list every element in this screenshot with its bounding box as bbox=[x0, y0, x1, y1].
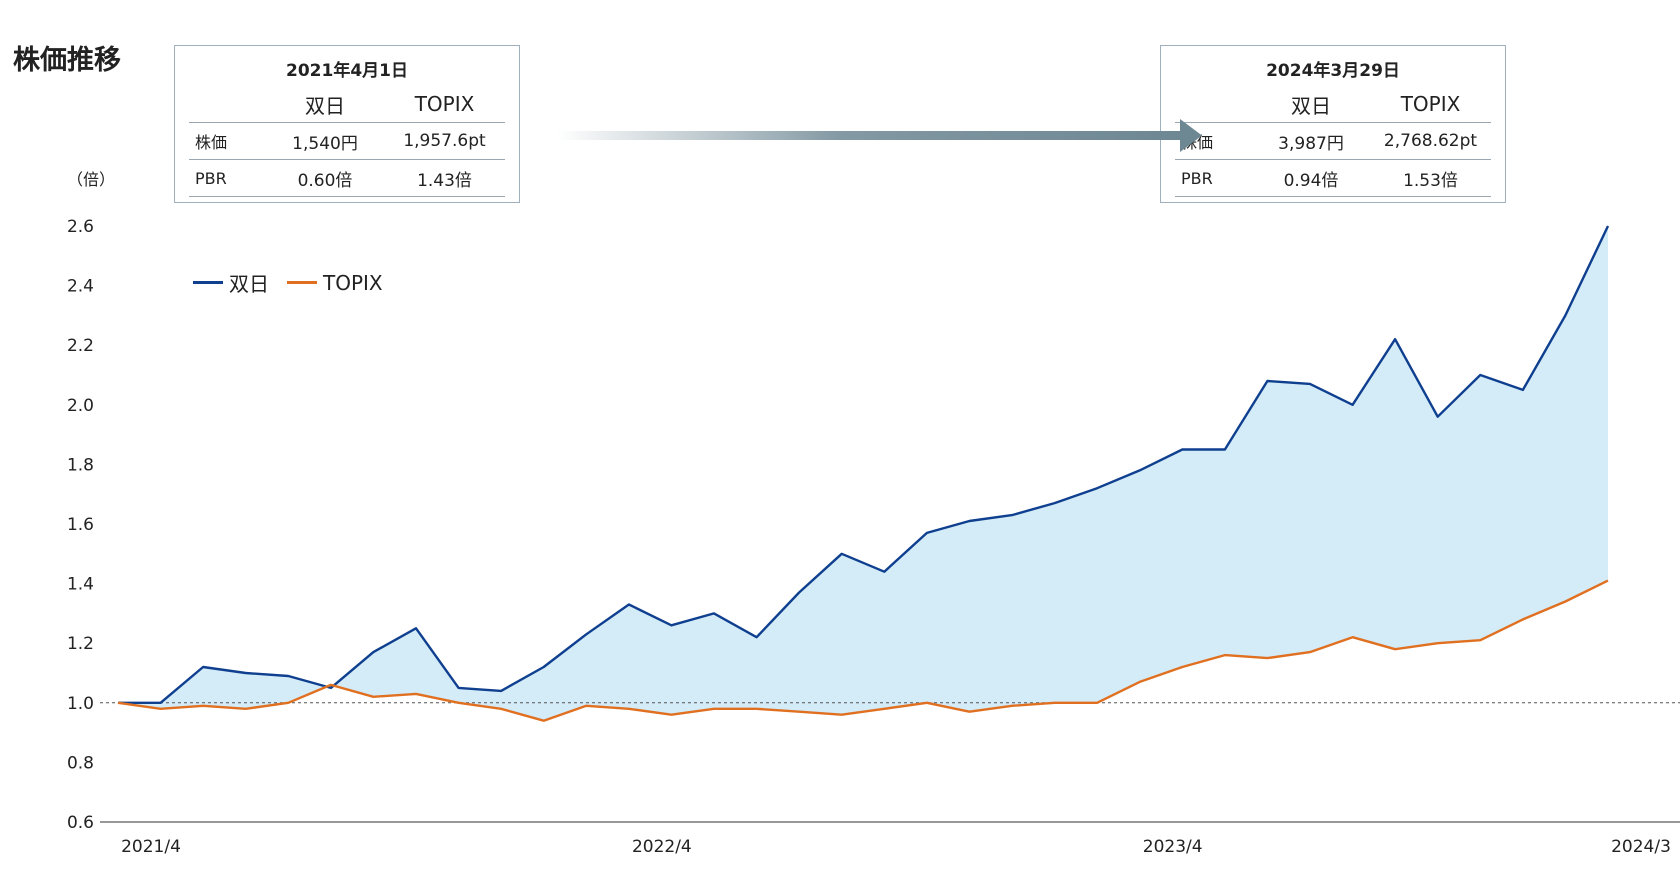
arrow-shaft bbox=[557, 131, 1185, 140]
start-header-sojitz: 双日 bbox=[266, 86, 384, 123]
y-tick-label: 1.4 bbox=[67, 575, 94, 595]
start-row-price: 株価 1,540円 1,957.6pt bbox=[189, 122, 505, 160]
y-tick-label: 2.4 bbox=[67, 277, 94, 297]
start-row-label: PBR bbox=[189, 159, 266, 197]
end-info-table: 双日 TOPIX 株価 3,987円 2,768.62pt PBR 0.94倍 … bbox=[1175, 86, 1491, 197]
start-header-blank bbox=[189, 86, 266, 123]
start-sojitz-price: 1,540円 bbox=[266, 122, 384, 160]
end-sojitz-pbr: 0.94倍 bbox=[1252, 159, 1370, 197]
start-header-topix: TOPIX bbox=[384, 86, 505, 123]
start-topix-price: 1,957.6pt bbox=[384, 122, 505, 160]
x-tick-label: 2022/4 bbox=[632, 837, 692, 857]
gap-area bbox=[118, 226, 1608, 721]
end-topix-pbr: 1.53倍 bbox=[1370, 159, 1491, 197]
end-row-price: 株価 3,987円 2,768.62pt bbox=[1175, 122, 1491, 160]
y-tick-label: 1.6 bbox=[67, 515, 94, 535]
end-header-blank bbox=[1175, 86, 1252, 123]
legend-swatch-topix bbox=[287, 281, 317, 284]
series-lines bbox=[117, 225, 1610, 722]
y-unit-label: （倍） bbox=[67, 170, 116, 189]
start-date: 2021年4月1日 bbox=[286, 61, 408, 81]
start-sojitz-pbr: 0.60倍 bbox=[266, 159, 384, 197]
legend: 双日 TOPIX bbox=[193, 268, 401, 297]
x-tick-label: 2024/3 bbox=[1611, 837, 1671, 857]
legend-swatch-sojitz bbox=[193, 281, 223, 284]
start-info-box: 2021年4月1日 双日 TOPIX 株価 1,540円 1,957.6pt P… bbox=[174, 45, 520, 203]
y-tick-labels: 2.6 2.4 2.2 2.0 1.8 1.6 1.4 1.2 1.0 0.8 0.6 bbox=[67, 217, 94, 833]
end-header-sojitz: 双日 bbox=[1252, 86, 1370, 123]
legend-label-sojitz: 双日 bbox=[229, 272, 269, 296]
y-tick-label: 2.2 bbox=[67, 336, 94, 356]
gap-fill bbox=[118, 226, 1608, 721]
x-tick-labels: 2021/4 2022/4 2023/4 2024/3 bbox=[121, 837, 1671, 857]
series-line-sojitz bbox=[118, 225, 1610, 704]
legend-label-topix: TOPIX bbox=[323, 270, 383, 295]
x-tick-label: 2021/4 bbox=[121, 837, 181, 857]
start-row-label: 株価 bbox=[189, 122, 266, 160]
start-info-table: 双日 TOPIX 株価 1,540円 1,957.6pt PBR 0.60倍 1… bbox=[189, 86, 505, 197]
y-tick-label: 1.0 bbox=[67, 694, 94, 714]
end-date: 2024年3月29日 bbox=[1266, 61, 1400, 81]
legend-item-sojitz: 双日 bbox=[193, 268, 269, 297]
start-topix-pbr: 1.43倍 bbox=[384, 159, 505, 197]
end-row-pbr: PBR 0.94倍 1.53倍 bbox=[1175, 159, 1491, 197]
x-tick-label: 2023/4 bbox=[1143, 837, 1203, 857]
arrow-head bbox=[1180, 119, 1202, 152]
legend-item-topix: TOPIX bbox=[287, 271, 383, 295]
y-tick-label: 1.8 bbox=[67, 455, 94, 475]
end-header-topix: TOPIX bbox=[1370, 86, 1491, 123]
end-header-row: 双日 TOPIX bbox=[1175, 86, 1491, 123]
end-topix-price: 2,768.62pt bbox=[1370, 122, 1491, 160]
page-title: 株価推移 bbox=[13, 45, 121, 76]
start-header-row: 双日 TOPIX bbox=[189, 86, 505, 123]
y-tick-label: 2.6 bbox=[67, 217, 94, 237]
start-row-pbr: PBR 0.60倍 1.43倍 bbox=[189, 159, 505, 197]
y-tick-label: 1.2 bbox=[67, 634, 94, 654]
transition-arrow bbox=[557, 119, 1202, 152]
end-info-box: 2024年3月29日 双日 TOPIX 株価 3,987円 2,768.62pt… bbox=[1160, 45, 1506, 203]
y-tick-label: 0.8 bbox=[67, 753, 94, 773]
series-line-topix bbox=[117, 579, 1609, 722]
y-tick-label: 0.6 bbox=[67, 813, 94, 833]
y-tick-label: 2.0 bbox=[67, 396, 94, 416]
end-sojitz-price: 3,987円 bbox=[1252, 122, 1370, 160]
axes bbox=[100, 702, 1680, 823]
end-row-label: PBR bbox=[1175, 159, 1252, 197]
